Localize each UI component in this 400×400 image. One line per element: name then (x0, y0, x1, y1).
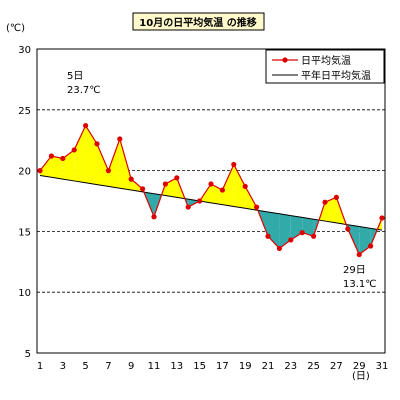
fill-layer (40, 125, 382, 255)
fill-above-26-0 (325, 197, 337, 223)
data-point-day-5 (83, 123, 89, 129)
data-point-day-28 (345, 226, 351, 232)
legend-actual-marker (282, 57, 288, 63)
data-point-day-24 (299, 230, 305, 236)
y-tick-label-30: 30 (18, 45, 31, 56)
data-point-day-22 (276, 245, 282, 252)
series-line-normal (39, 174, 383, 231)
x-tick-label-19: 19 (239, 361, 252, 372)
annotation-min-value: 13.1℃ (343, 279, 377, 290)
y-unit-label: (℃) (6, 23, 25, 34)
legend-normal-label: 平年日平均気温 (301, 69, 371, 82)
chart-title: 10月の日平均気温 の推移 (139, 16, 256, 29)
data-point-day-2 (48, 153, 55, 159)
x-tick-label-15: 15 (193, 361, 206, 372)
data-point-day-12 (162, 181, 168, 187)
fill-below-22-0 (279, 213, 291, 249)
data-point-day-17 (219, 187, 225, 193)
y-tick-label-10: 10 (18, 288, 31, 299)
data-point-day-26 (322, 199, 328, 205)
fill-above-17-0 (222, 164, 234, 207)
x-tick-label-11: 11 (148, 361, 161, 372)
fill-above-8-0 (119, 138, 132, 191)
data-point-day-21 (265, 233, 271, 239)
data-point-day-8 (117, 136, 123, 142)
chart-title-box (132, 12, 265, 31)
data-point-day-3 (60, 155, 66, 162)
x-tick-labels: 1 3 5 7 9 11 13 15 17 19 21 23 25 27 29 31 (37, 361, 389, 372)
data-point-day-13 (174, 175, 180, 181)
fill-above-4-0 (74, 125, 86, 183)
x-tick-label-23: 23 (284, 361, 297, 372)
data-point-day-20 (254, 204, 260, 210)
data-point-day-4 (71, 147, 77, 153)
fill-above-3-0 (62, 149, 75, 181)
data-point-day-15 (197, 198, 203, 204)
data-point-day-18 (231, 161, 237, 168)
data-point-day-7 (105, 168, 111, 174)
actual-line-layer (37, 123, 385, 258)
y-tick-label-15: 15 (18, 227, 31, 238)
x-tick-label-9: 9 (128, 361, 134, 372)
data-point-day-16 (208, 181, 214, 187)
fill-above-2-0 (51, 156, 63, 180)
data-point-day-14 (185, 204, 191, 210)
x-tick-label-1: 1 (37, 361, 43, 372)
y-tick-labels: 5 10 15 20 25 30 (18, 45, 31, 360)
data-point-day-10 (140, 186, 146, 192)
x-tick-label-3: 3 (60, 361, 66, 372)
data-point-day-6 (94, 141, 100, 147)
data-point-day-23 (288, 237, 294, 243)
x-tick-label-7: 7 (105, 361, 111, 372)
x-tick-label-29: 29 (353, 361, 366, 372)
legend: 日平均気温 平年日平均気温 (265, 49, 385, 84)
y-tick-label-5: 5 (25, 349, 31, 360)
fill-below-24-0 (302, 217, 314, 237)
fill-above-7-0 (108, 138, 120, 189)
x-tick-label-5: 5 (82, 361, 88, 372)
data-point-day-27 (333, 194, 339, 200)
normal-line-layer (39, 174, 383, 231)
fill-above-6-0 (97, 143, 109, 187)
fill-above-18-0 (233, 164, 246, 209)
y-tick-label-20: 20 (18, 167, 31, 178)
annotation-min-day: 29日 (343, 265, 366, 276)
y-tick-label-25: 25 (18, 106, 31, 117)
data-point-day-9 (128, 176, 134, 182)
annotation-max-value: 23.7℃ (67, 85, 101, 96)
data-point-day-1 (37, 168, 43, 174)
x-tick-label-17: 17 (216, 361, 229, 372)
data-point-day-11 (151, 214, 157, 220)
x-tick-label-13: 13 (170, 361, 183, 372)
legend-actual-label: 日平均気温 (301, 54, 351, 67)
data-point-day-29 (356, 251, 362, 258)
data-point-day-31 (379, 215, 385, 221)
legend-box (265, 49, 385, 84)
x-unit-label: (日) (352, 371, 370, 382)
annotation-max-day: 5日 (67, 71, 83, 82)
x-tick-label-31: 31 (376, 361, 389, 372)
x-tick-label-27: 27 (330, 361, 343, 372)
x-tick-label-21: 21 (262, 361, 275, 372)
data-point-day-19 (242, 183, 248, 190)
x-tick-label-25: 25 (307, 361, 320, 372)
data-point-day-25 (311, 233, 317, 239)
fill-above-1-0 (40, 156, 52, 178)
data-point-day-30 (368, 243, 374, 249)
